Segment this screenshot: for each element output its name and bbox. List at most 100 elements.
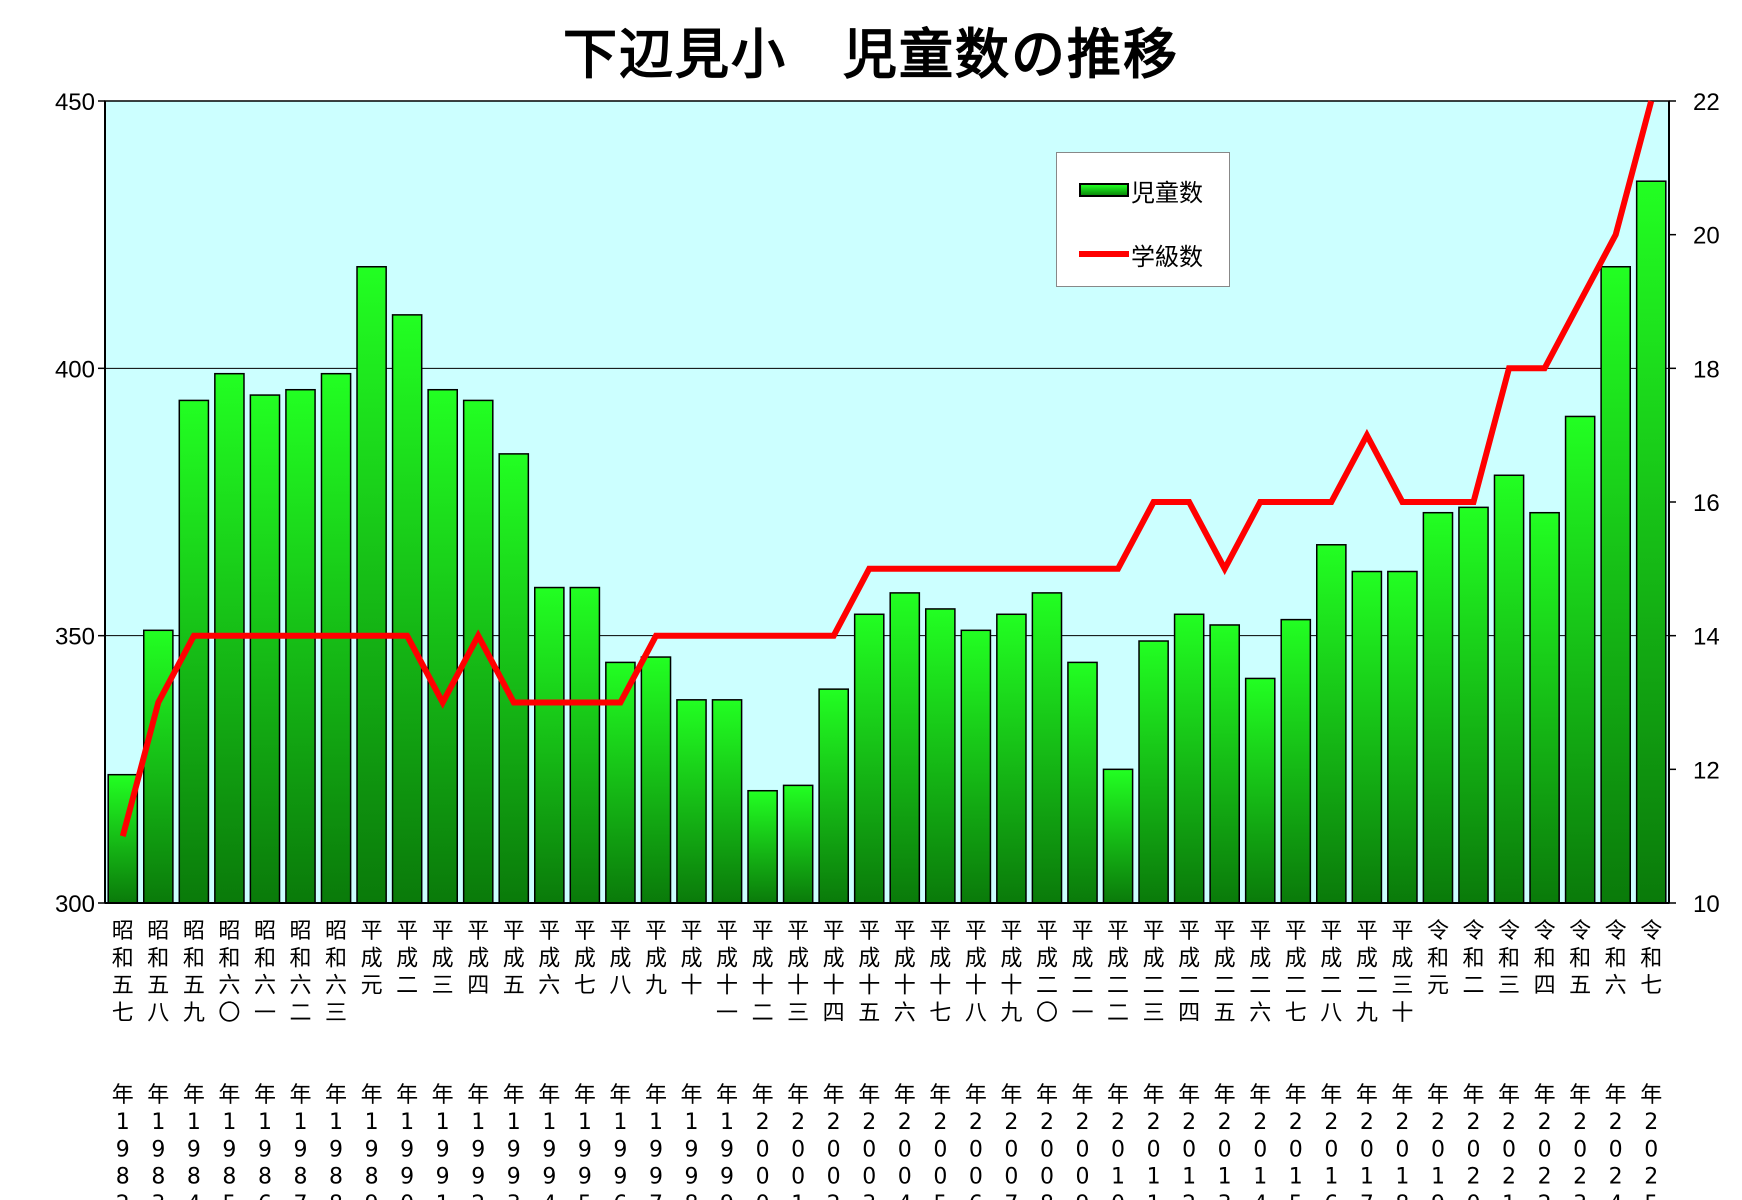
svg-text:2: 2 <box>1040 1110 1054 1135</box>
svg-text:1: 1 <box>400 1110 414 1135</box>
y-tick-label-right: 14 <box>1693 624 1720 651</box>
svg-text:成: 成 <box>645 946 667 971</box>
x-tick-label: 令和七年2025 <box>1640 919 1662 1200</box>
svg-text:七: 七 <box>1640 974 1662 999</box>
svg-text:2: 2 <box>1004 1110 1018 1135</box>
svg-text:三: 三 <box>787 1001 809 1026</box>
svg-text:和: 和 <box>147 946 169 971</box>
svg-text:9: 9 <box>720 1137 734 1162</box>
svg-text:平: 平 <box>1214 919 1236 944</box>
svg-text:十: 十 <box>716 974 738 999</box>
y-tick-label-left: 450 <box>55 89 95 116</box>
svg-text:一: 一 <box>716 1001 738 1026</box>
svg-text:和: 和 <box>254 946 276 971</box>
series-line-classes <box>119 100 1655 837</box>
svg-text:二: 二 <box>396 974 418 999</box>
svg-text:0: 0 <box>1218 1137 1232 1162</box>
svg-text:和: 和 <box>1569 946 1591 971</box>
svg-text:成: 成 <box>361 946 383 971</box>
svg-text:成: 成 <box>823 946 845 971</box>
svg-text:9: 9 <box>542 1165 556 1190</box>
svg-text:平: 平 <box>965 919 987 944</box>
svg-text:1: 1 <box>1218 1165 1232 1190</box>
bar <box>747 789 778 904</box>
svg-text:2: 2 <box>1182 1110 1196 1135</box>
svg-text:9: 9 <box>613 1137 627 1162</box>
y-tick-label-right: 22 <box>1693 89 1720 116</box>
svg-text:成: 成 <box>1214 946 1236 971</box>
x-tick-label: 平成四年1992 <box>467 919 489 1200</box>
svg-text:昭: 昭 <box>289 919 311 944</box>
svg-text:四: 四 <box>823 1001 845 1026</box>
svg-text:1: 1 <box>720 1110 734 1135</box>
svg-text:年: 年 <box>716 1083 738 1108</box>
svg-text:年: 年 <box>1107 1083 1129 1108</box>
svg-text:0: 0 <box>1573 1137 1587 1162</box>
svg-text:成: 成 <box>574 946 596 971</box>
svg-text:成: 成 <box>396 946 418 971</box>
svg-text:平: 平 <box>574 919 596 944</box>
bar <box>996 613 1027 904</box>
svg-text:2: 2 <box>1609 1165 1623 1190</box>
svg-text:1: 1 <box>1360 1165 1374 1190</box>
svg-text:六: 六 <box>894 1001 916 1026</box>
svg-text:年: 年 <box>858 1083 880 1108</box>
svg-text:2: 2 <box>756 1110 770 1135</box>
svg-text:2: 2 <box>1147 1110 1161 1135</box>
svg-text:三: 三 <box>1391 974 1413 999</box>
svg-text:年: 年 <box>361 1083 383 1108</box>
svg-text:平: 平 <box>1000 919 1022 944</box>
svg-text:年: 年 <box>1143 1083 1165 1108</box>
svg-text:成: 成 <box>752 946 774 971</box>
svg-text:十: 十 <box>680 974 702 999</box>
svg-text:0: 0 <box>1644 1137 1658 1162</box>
x-tick-label: 平成十二年2000 <box>752 919 774 1200</box>
svg-text:六: 六 <box>538 974 560 999</box>
svg-text:年: 年 <box>609 1083 631 1108</box>
svg-text:2: 2 <box>827 1110 841 1135</box>
svg-text:成: 成 <box>503 946 525 971</box>
svg-text:0: 0 <box>1360 1137 1374 1162</box>
x-tick-label: 平成十年1998 <box>680 919 702 1200</box>
svg-text:9: 9 <box>685 1137 699 1162</box>
svg-text:二: 二 <box>1462 974 1484 999</box>
svg-text:昭: 昭 <box>147 919 169 944</box>
svg-text:年: 年 <box>1178 1083 1200 1108</box>
svg-text:1: 1 <box>1111 1165 1125 1190</box>
svg-text:0: 0 <box>862 1137 876 1162</box>
svg-text:成: 成 <box>538 946 560 971</box>
svg-text:年: 年 <box>1640 1083 1662 1108</box>
svg-text:昭: 昭 <box>218 919 240 944</box>
svg-text:0: 0 <box>1004 1165 1018 1190</box>
svg-text:0: 0 <box>1253 1137 1267 1162</box>
svg-text:0: 0 <box>1111 1192 1125 1200</box>
svg-text:二: 二 <box>1036 974 1058 999</box>
svg-text:成: 成 <box>1391 946 1413 971</box>
svg-text:6: 6 <box>969 1192 983 1200</box>
svg-text:平: 平 <box>396 919 418 944</box>
svg-text:7: 7 <box>1004 1192 1018 1200</box>
svg-text:成: 成 <box>1249 946 1271 971</box>
svg-text:成: 成 <box>1036 946 1058 971</box>
svg-text:和: 和 <box>289 946 311 971</box>
y-tick-label-left: 350 <box>55 624 95 651</box>
svg-text:1: 1 <box>1289 1165 1303 1190</box>
svg-text:五: 五 <box>147 974 169 999</box>
svg-text:8: 8 <box>685 1192 699 1200</box>
svg-text:2: 2 <box>1467 1110 1481 1135</box>
svg-text:六: 六 <box>218 974 240 999</box>
svg-text:平: 平 <box>823 919 845 944</box>
bar <box>1600 265 1632 904</box>
svg-text:元: 元 <box>1427 974 1449 999</box>
svg-text:八: 八 <box>609 974 631 999</box>
x-tick-label: 平成二年1990 <box>396 919 418 1200</box>
svg-text:四: 四 <box>1534 974 1556 999</box>
svg-text:八: 八 <box>1320 1001 1342 1026</box>
bar <box>142 629 174 904</box>
svg-text:9: 9 <box>400 1165 414 1190</box>
